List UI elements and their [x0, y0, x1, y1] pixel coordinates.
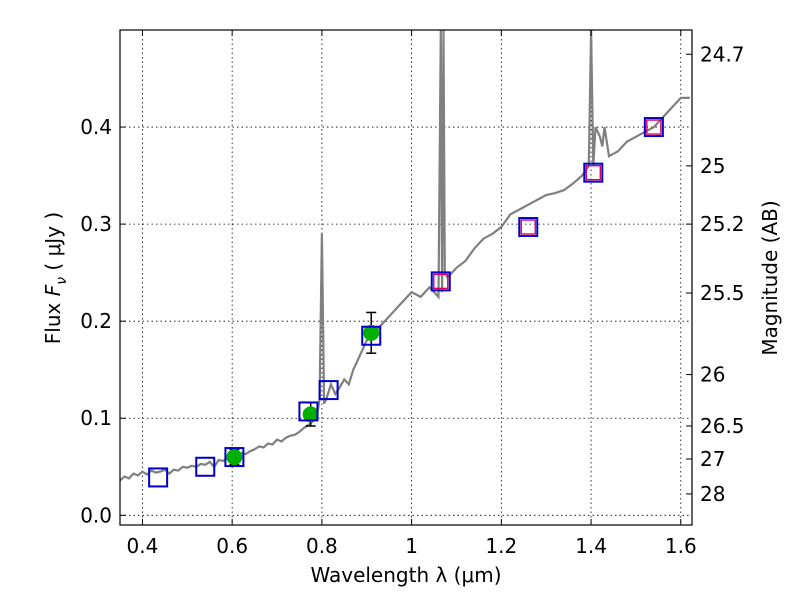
x-tick-label: 0.8: [306, 534, 338, 558]
model-box-point: [583, 162, 604, 183]
model-box-point: [430, 271, 451, 292]
model-box-point: [224, 447, 245, 468]
x-tick-label: 1.6: [665, 534, 697, 558]
red-model-point: [433, 273, 449, 290]
model-box-point: [298, 401, 319, 422]
y-axis-label-subscript: ν: [54, 277, 70, 285]
x-tick-label: 1.4: [575, 534, 607, 558]
grid: [120, 30, 692, 525]
model-box-point: [643, 117, 664, 138]
model-spectrum-line: [120, 30, 690, 482]
y-tick-label: 0.2: [80, 309, 112, 333]
photometry-markers: [148, 117, 664, 488]
red-model-point: [646, 119, 662, 135]
axis-ticks: 0.4 0.6 0.8 1 1.2 1.4 1.6 0.0 0.1 0.2 0.3 0.4 24.7 25…: [80, 30, 745, 558]
x-tick-label: 0.4: [127, 534, 159, 558]
plot-frame: [119, 29, 693, 526]
measured-point: [363, 324, 380, 341]
model-box-point: [148, 467, 169, 488]
red-model-point: [520, 219, 536, 235]
measured-point: [226, 449, 243, 466]
y2-tick-label: 26.5: [700, 414, 745, 438]
y2-tick-label: 25.2: [700, 212, 745, 236]
y-axis-label: Flux Fν ( μJy ): [41, 212, 70, 344]
y2-tick-label: 27: [700, 447, 725, 471]
x-tick-label: 1: [405, 534, 418, 558]
y-tick-label: 0.1: [80, 406, 112, 430]
model-box-point: [518, 217, 539, 238]
model-box-point: [361, 325, 382, 346]
y2-tick-label: 26: [700, 363, 725, 387]
y-axis-label-symbol: F: [41, 284, 65, 296]
y-axis-label-suffix: ( μJy ): [41, 212, 65, 277]
y2-tick-label: 24.7: [700, 42, 745, 66]
y2-tick-label: 25: [700, 154, 725, 178]
x-tick-label: 0.6: [216, 534, 248, 558]
model-box-point: [195, 456, 216, 477]
y2-tick-label: 28: [700, 482, 725, 506]
model-box-point: [318, 380, 339, 401]
y-tick-label: 0.3: [80, 212, 112, 236]
y2-tick-label: 25.5: [700, 281, 745, 305]
y-tick-label: 0.0: [80, 503, 112, 527]
x-tick-label: 1.2: [485, 534, 517, 558]
measured-point: [302, 406, 319, 423]
y-axis-label-prefix: Flux: [41, 296, 65, 344]
y2-axis-label: Magnitude (AB): [758, 200, 782, 355]
y-tick-label: 0.4: [80, 115, 112, 139]
red-model-point: [585, 164, 602, 181]
x-axis-label: Wavelength λ (μm): [310, 563, 501, 587]
